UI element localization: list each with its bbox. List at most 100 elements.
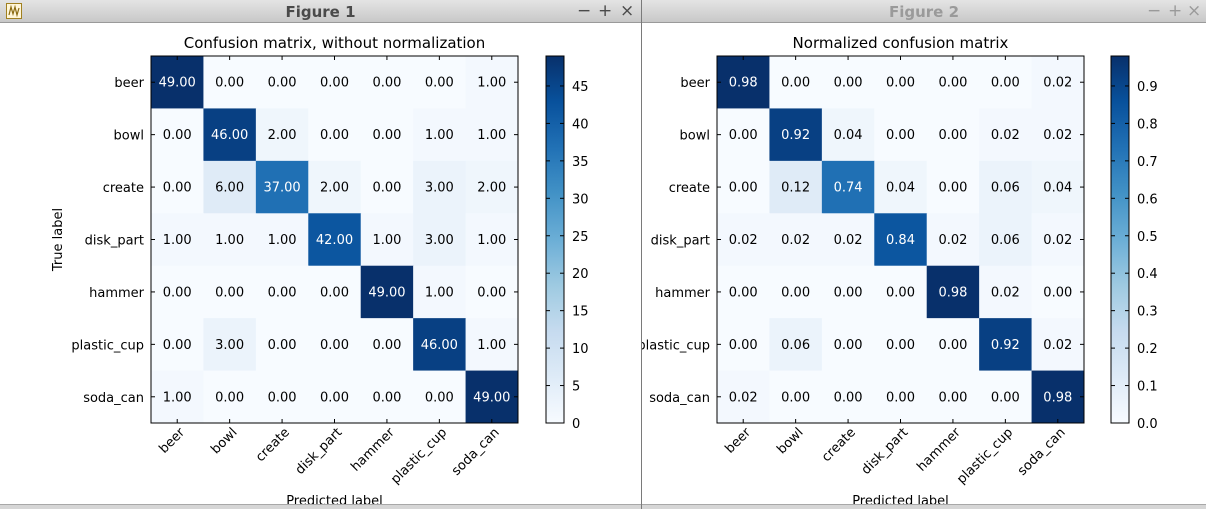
heatmap-cell — [203, 213, 257, 267]
cell-value-label: 0.00 — [320, 76, 349, 91]
x-tick-label: beer — [723, 425, 755, 457]
heatmap-cell — [1031, 213, 1085, 267]
heatmap-cell — [308, 213, 362, 267]
cell-value-label: 0.00 — [834, 338, 863, 353]
cell-value-label: 0.00 — [320, 390, 349, 405]
cell-value-label: 1.00 — [425, 128, 454, 143]
heatmap-cell — [1031, 56, 1085, 109]
heatmap-cell — [874, 370, 928, 424]
window-titlebar[interactable]: Figure 2 − + × — [642, 0, 1206, 23]
cell-value-label: 37.00 — [263, 181, 300, 196]
cell-value-label: 0.00 — [372, 181, 401, 196]
heatmap-cell — [413, 213, 467, 267]
maximize-button[interactable]: + — [598, 1, 613, 21]
cell-value-label: 0.00 — [729, 338, 758, 353]
heatmap-cell — [360, 370, 414, 424]
y-tick-label: bowl — [114, 129, 144, 144]
cell-value-label: 2.00 — [268, 128, 297, 143]
heatmap-cell — [926, 160, 980, 214]
heatmap-cell — [1031, 108, 1085, 162]
y-tick-label: hammer — [89, 286, 145, 301]
heatmap-cell — [203, 56, 257, 109]
cell-value-label: 46.00 — [421, 338, 458, 353]
heatmap-cell — [769, 108, 823, 162]
cell-value-label: 0.00 — [834, 390, 863, 405]
heatmap-cell — [465, 265, 519, 319]
maximize-button[interactable]: + — [1168, 1, 1183, 21]
cell-value-label: 0.00 — [268, 76, 297, 91]
cell-value-label: 0.00 — [938, 338, 967, 353]
heatmap-cell — [926, 56, 980, 109]
cell-value-label: 0.00 — [886, 390, 915, 405]
heatmap-cell — [821, 318, 875, 372]
heatmap-cell — [821, 213, 875, 267]
figure-window-1: Figure 1 − + × Confusion matrix, without… — [0, 0, 642, 509]
cell-value-label: 0.00 — [268, 338, 297, 353]
cell-value-label: 0.00 — [163, 285, 192, 300]
heatmap-cell — [360, 56, 414, 109]
heatmap-cell — [769, 318, 823, 372]
heatmap-cell — [151, 213, 204, 267]
window-title: Figure 2 — [888, 3, 960, 21]
cell-value-label: 0.02 — [834, 233, 863, 248]
window-titlebar[interactable]: Figure 1 − + × — [0, 0, 641, 23]
cell-value-label: 0.00 — [886, 128, 915, 143]
colorbar — [545, 55, 565, 424]
heatmap-cell — [255, 318, 309, 372]
heatmap-cell — [821, 265, 875, 319]
minimize-button[interactable]: − — [1147, 1, 1162, 21]
heatmap-cell — [255, 160, 309, 214]
cell-value-label: 0.00 — [163, 338, 192, 353]
heatmap-cell — [360, 160, 414, 214]
colorbar-tick-label: 0.9 — [1137, 80, 1158, 95]
colorbar-tick-label: 0.1 — [1137, 380, 1158, 395]
x-tick-label: plastic_cup — [388, 425, 450, 487]
heatmap-cell — [874, 265, 928, 319]
heatmap-cell — [465, 108, 519, 162]
heatmap-cell — [413, 265, 467, 319]
heatmap-cell — [413, 370, 467, 424]
y-tick-label: soda_can — [83, 391, 144, 406]
heatmap-cell — [308, 265, 362, 319]
y-tick-label: disk_part — [85, 234, 144, 249]
heatmap-cell — [465, 318, 519, 372]
heatmap-cell — [926, 318, 980, 372]
heatmap-cell — [1031, 370, 1085, 424]
cell-value-label: 0.00 — [781, 390, 810, 405]
cell-value-label: 0.00 — [163, 128, 192, 143]
cell-value-label: 46.00 — [211, 128, 248, 143]
cell-value-label: 0.02 — [1043, 128, 1072, 143]
cell-value-label: 0.02 — [781, 233, 810, 248]
heatmap-cell — [979, 160, 1033, 214]
cell-value-label: 0.92 — [991, 338, 1020, 353]
minimize-button[interactable]: − — [577, 1, 592, 21]
heatmap-cell — [308, 370, 362, 424]
matplotlib-figure-icon — [6, 3, 22, 19]
cell-value-label: 1.00 — [372, 233, 401, 248]
close-button[interactable]: × — [1187, 1, 1202, 21]
heatmap-cell — [979, 370, 1033, 424]
cell-value-label: 0.06 — [991, 181, 1020, 196]
heatmap-cell — [308, 108, 362, 162]
cell-value-label: 0.00 — [268, 285, 297, 300]
cell-value-label: 1.00 — [163, 390, 192, 405]
x-tick-label: disk_part — [859, 425, 912, 478]
heatmap-cell — [717, 160, 770, 214]
cell-value-label: 1.00 — [477, 338, 506, 353]
cell-value-label: 0.00 — [729, 128, 758, 143]
cell-value-label: 0.02 — [1043, 76, 1072, 91]
cell-value-label: 0.06 — [991, 233, 1020, 248]
y-tick-label: soda_can — [649, 391, 710, 406]
heatmap-cell — [717, 370, 770, 424]
cell-value-label: 1.00 — [477, 128, 506, 143]
close-button[interactable]: × — [620, 1, 635, 21]
colorbar-tick-label: 0.3 — [1137, 305, 1158, 320]
cell-value-label: 0.00 — [938, 390, 967, 405]
cell-value-label: 0.00 — [834, 285, 863, 300]
heatmap-cell — [203, 318, 257, 372]
cell-value-label: 0.00 — [163, 181, 192, 196]
cell-value-label: 0.04 — [1043, 181, 1072, 196]
cell-value-label: 0.06 — [781, 338, 810, 353]
y-tick-label: hammer — [655, 286, 711, 301]
heatmap-cell — [1031, 160, 1085, 214]
